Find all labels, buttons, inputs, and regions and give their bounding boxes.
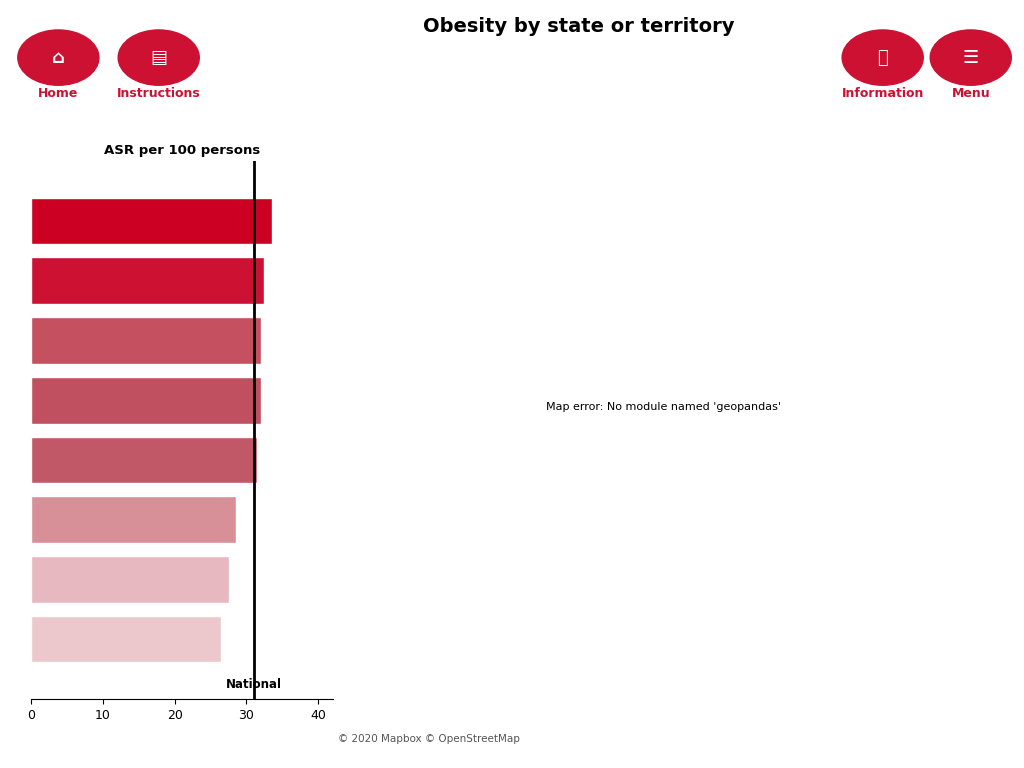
Bar	[31, 257, 264, 304]
Text: Map error: No module named 'geopandas': Map error: No module named 'geopandas'	[546, 402, 780, 412]
Bar	[31, 496, 236, 543]
Text: ⓘ: ⓘ	[878, 48, 888, 67]
Bar	[31, 556, 228, 603]
Text: Home: Home	[38, 87, 79, 100]
Text: Information: Information	[842, 87, 924, 100]
Bar	[31, 377, 261, 423]
Text: © 2020 Mapbox © OpenStreetMap: © 2020 Mapbox © OpenStreetMap	[338, 733, 520, 744]
Text: Obesity by state or territory: Obesity by state or territory	[423, 18, 734, 36]
Text: Instructions: Instructions	[117, 87, 201, 100]
Text: Menu: Menu	[951, 87, 990, 100]
Text: ▤: ▤	[151, 48, 167, 67]
Text: National: National	[225, 678, 282, 691]
Bar	[31, 616, 221, 663]
Bar	[31, 437, 257, 483]
Bar	[31, 317, 261, 364]
Bar	[31, 197, 271, 244]
Title: ASR per 100 persons: ASR per 100 persons	[103, 144, 260, 157]
Text: ☰: ☰	[963, 48, 979, 67]
Text: ⌂: ⌂	[52, 48, 65, 67]
